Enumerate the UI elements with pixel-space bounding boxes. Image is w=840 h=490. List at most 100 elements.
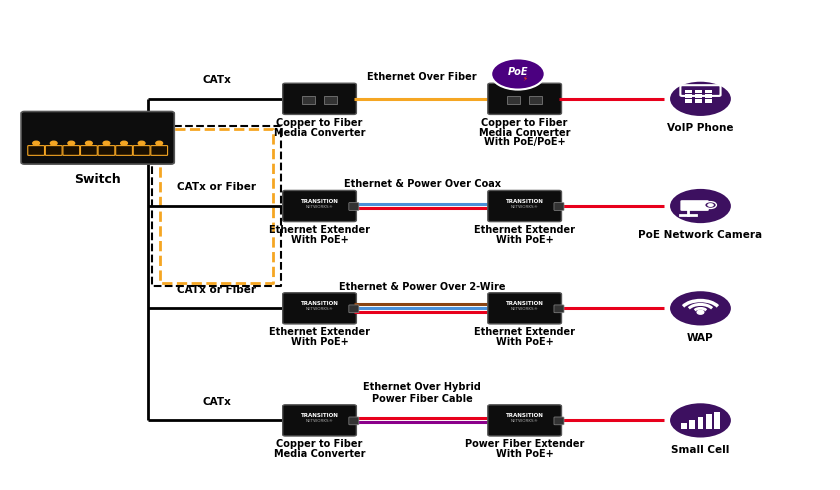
FancyBboxPatch shape [349, 417, 359, 425]
Circle shape [86, 141, 92, 145]
Text: Small Cell: Small Cell [671, 445, 730, 455]
Text: CATx: CATx [202, 397, 231, 407]
FancyBboxPatch shape [488, 191, 561, 221]
FancyBboxPatch shape [45, 146, 62, 155]
Bar [697, 417, 703, 429]
FancyBboxPatch shape [63, 146, 80, 155]
FancyBboxPatch shape [28, 146, 45, 155]
Text: Ethernet & Power Over Coax: Ethernet & Power Over Coax [344, 179, 501, 190]
Text: Copper to Fiber: Copper to Fiber [481, 118, 568, 128]
FancyBboxPatch shape [283, 191, 356, 221]
Text: CATx or Fiber: CATx or Fiber [177, 285, 256, 294]
Text: With PoE+: With PoE+ [496, 449, 554, 459]
Circle shape [50, 141, 57, 145]
FancyBboxPatch shape [680, 200, 709, 211]
Circle shape [121, 141, 128, 145]
Circle shape [697, 310, 704, 314]
Circle shape [491, 58, 545, 90]
Circle shape [705, 202, 717, 208]
Circle shape [68, 141, 75, 145]
FancyBboxPatch shape [554, 417, 564, 425]
Text: Ethernet Extender: Ethernet Extender [474, 327, 575, 337]
Text: CATx or Fiber: CATx or Fiber [177, 182, 256, 193]
Text: TRANSITION: TRANSITION [301, 413, 339, 418]
Bar [696, 99, 702, 103]
Circle shape [669, 402, 732, 439]
Text: TRANSITION: TRANSITION [301, 301, 339, 306]
Bar [706, 99, 712, 103]
FancyBboxPatch shape [81, 146, 97, 155]
Text: With PoE+: With PoE+ [291, 235, 349, 245]
Text: TRANSITION: TRANSITION [506, 301, 543, 306]
FancyBboxPatch shape [488, 83, 561, 115]
FancyBboxPatch shape [323, 96, 337, 104]
FancyBboxPatch shape [134, 146, 150, 155]
Circle shape [33, 141, 39, 145]
Bar [680, 423, 686, 429]
Bar [689, 420, 695, 429]
FancyBboxPatch shape [349, 202, 359, 210]
Text: Media Converter: Media Converter [479, 127, 570, 138]
Text: NETWORKS®: NETWORKS® [306, 419, 333, 423]
Text: Power Fiber Extender: Power Fiber Extender [465, 440, 585, 449]
FancyBboxPatch shape [554, 202, 564, 210]
Text: NETWORKS®: NETWORKS® [306, 205, 333, 209]
FancyBboxPatch shape [283, 83, 356, 115]
FancyBboxPatch shape [116, 146, 133, 155]
FancyBboxPatch shape [529, 96, 543, 104]
FancyBboxPatch shape [283, 405, 356, 436]
FancyBboxPatch shape [349, 305, 359, 313]
Text: PoE: PoE [507, 67, 528, 77]
Text: Ethernet Extender: Ethernet Extender [269, 225, 370, 235]
FancyBboxPatch shape [554, 305, 564, 313]
Text: NETWORKS®: NETWORKS® [511, 205, 538, 209]
Bar [706, 90, 712, 93]
Text: Ethernet Extender: Ethernet Extender [474, 225, 575, 235]
FancyBboxPatch shape [151, 146, 167, 155]
Circle shape [103, 141, 110, 145]
Text: Switch: Switch [74, 173, 121, 186]
FancyBboxPatch shape [507, 96, 521, 104]
Text: TRANSITION: TRANSITION [506, 413, 543, 418]
Text: Media Converter: Media Converter [274, 449, 365, 459]
Bar [714, 412, 720, 429]
Bar [685, 99, 692, 103]
Text: Media Converter: Media Converter [274, 127, 365, 138]
Text: TRANSITION: TRANSITION [506, 198, 543, 204]
Circle shape [707, 203, 714, 207]
Text: NETWORKS®: NETWORKS® [511, 307, 538, 311]
Text: Ethernet & Power Over 2-Wire: Ethernet & Power Over 2-Wire [339, 282, 506, 292]
Text: VoIP Phone: VoIP Phone [667, 123, 733, 133]
Text: With PoE+: With PoE+ [496, 337, 554, 347]
Text: Ethernet Over Fiber: Ethernet Over Fiber [367, 72, 477, 82]
Circle shape [156, 141, 163, 145]
Text: With PoE+: With PoE+ [496, 235, 554, 245]
Bar [696, 90, 702, 93]
Text: NETWORKS®: NETWORKS® [511, 419, 538, 423]
Bar [706, 414, 711, 429]
FancyBboxPatch shape [98, 146, 115, 155]
Text: Ethernet Extender: Ethernet Extender [269, 327, 370, 337]
FancyBboxPatch shape [488, 293, 561, 324]
FancyBboxPatch shape [21, 112, 174, 164]
Bar [685, 95, 692, 98]
Bar [706, 95, 712, 98]
FancyBboxPatch shape [283, 293, 356, 324]
Text: Copper to Fiber: Copper to Fiber [276, 440, 363, 449]
Text: WAP: WAP [687, 333, 714, 343]
Text: With PoE+: With PoE+ [291, 337, 349, 347]
Circle shape [669, 80, 732, 117]
Text: PoE Network Camera: PoE Network Camera [638, 230, 763, 241]
Circle shape [139, 141, 145, 145]
Text: With PoE/PoE+: With PoE/PoE+ [484, 137, 565, 147]
Circle shape [669, 188, 732, 224]
Text: ⚡: ⚡ [522, 76, 527, 82]
Text: CATx: CATx [202, 75, 231, 85]
Bar [685, 90, 692, 93]
Text: Ethernet Over Hybrid
Power Fiber Cable: Ethernet Over Hybrid Power Fiber Cable [363, 382, 481, 404]
Text: NETWORKS®: NETWORKS® [306, 307, 333, 311]
Bar [696, 95, 702, 98]
FancyBboxPatch shape [302, 96, 315, 104]
Text: Copper to Fiber: Copper to Fiber [276, 118, 363, 128]
FancyBboxPatch shape [488, 405, 561, 436]
